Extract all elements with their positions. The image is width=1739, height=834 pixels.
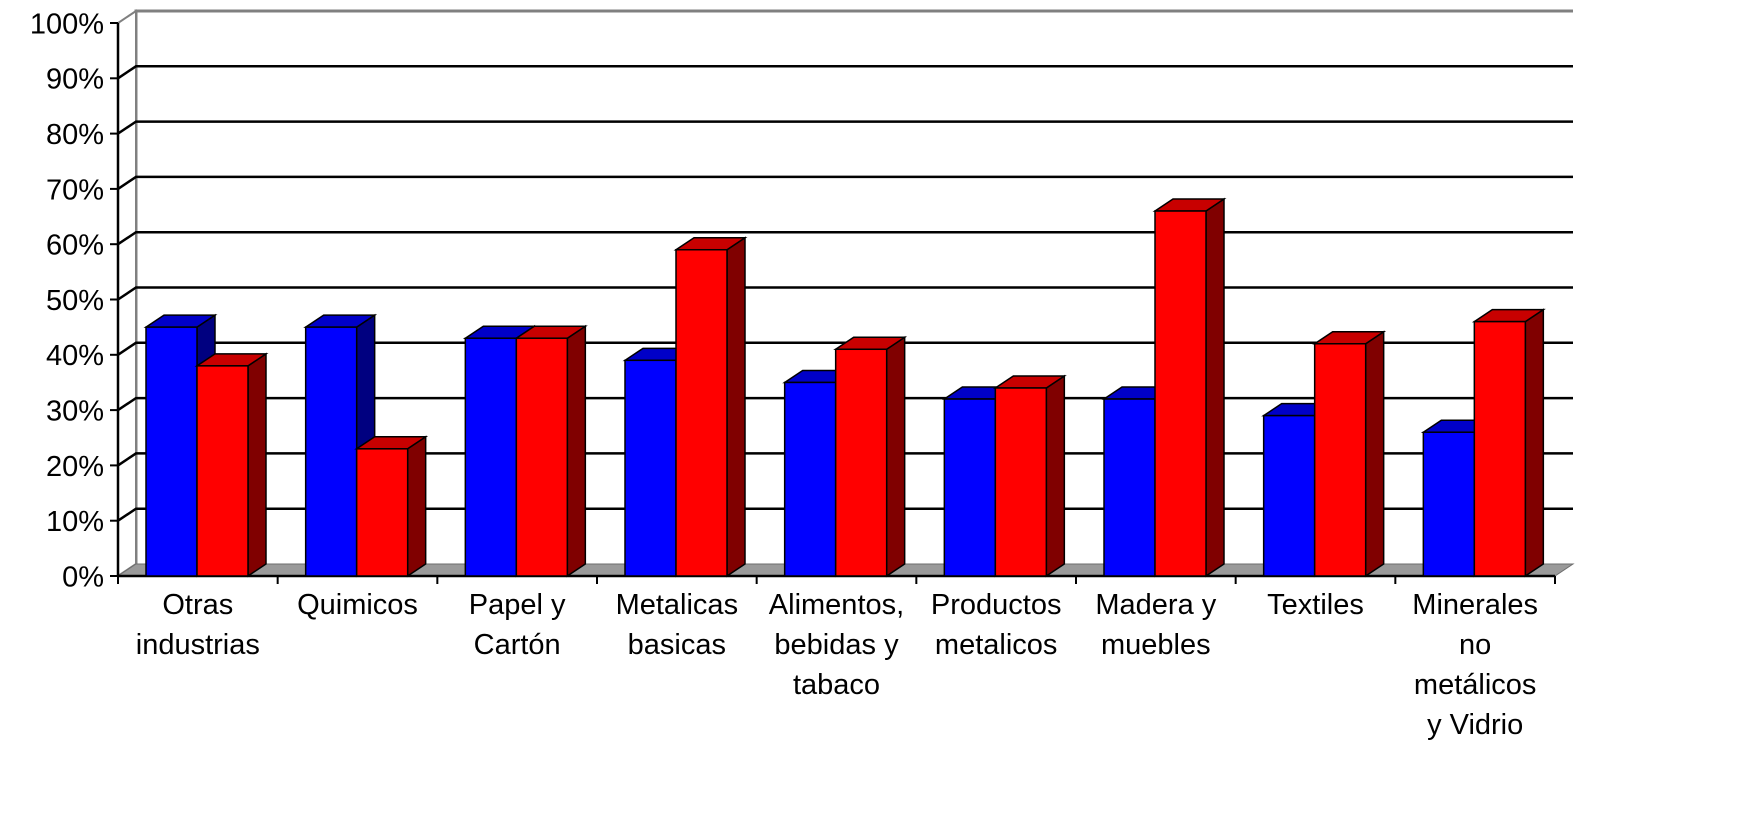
bar-front-face: [515, 337, 569, 577]
x-tick-label-line: metalicos: [935, 629, 1058, 661]
bar-side-face: [566, 324, 587, 578]
x-tick-label: Quimicos: [297, 589, 418, 621]
y-tick-label: 40%: [46, 340, 104, 372]
x-tick-label-line: no: [1459, 629, 1491, 661]
y-tick-label: 20%: [46, 451, 104, 483]
gridline: [117, 120, 1573, 135]
bar: [354, 435, 429, 578]
bar-front-face: [355, 448, 409, 577]
gridline: [117, 286, 1573, 301]
x-tick-label-line: Otras: [162, 589, 233, 621]
bar-front-face: [304, 326, 358, 577]
bar: [1471, 308, 1546, 578]
gridline: [117, 65, 1573, 80]
y-tick-label: 30%: [46, 396, 104, 428]
y-tick-label: 90%: [46, 64, 104, 96]
x-tick-label-line: Quimicos: [297, 589, 418, 621]
gridline: [117, 396, 1573, 412]
y-tick-label: 0%: [62, 561, 104, 593]
x-tick-label-line: Madera y: [1095, 589, 1216, 621]
x-tick-label: Alimentos, bebidas y tabaco: [769, 589, 904, 701]
x-tick-label-line: Cartón: [474, 629, 561, 661]
bar-front-face: [1313, 342, 1367, 577]
x-tick-label-line: metálicos: [1414, 669, 1537, 701]
bar: [513, 324, 588, 578]
bar-front-face: [1473, 320, 1527, 577]
bar: [194, 352, 269, 578]
bar-group: [1420, 308, 1546, 578]
bar: [1312, 330, 1387, 578]
gridline: [117, 175, 1573, 190]
bar-side-face: [726, 236, 746, 578]
x-axis-category-labels: Otras industrias Quimicos Papel y Cartón Meta…: [136, 589, 1538, 741]
bar-front-face: [196, 365, 249, 577]
bar-group: [622, 236, 748, 578]
x-tick-label-line: bebidas y: [774, 629, 899, 661]
bar-group: [1261, 330, 1387, 578]
bar-side-face: [1524, 308, 1545, 578]
bar-front-face: [994, 387, 1048, 577]
y-tick-label: 50%: [46, 285, 104, 317]
bar-front-face: [624, 359, 677, 577]
bar-side-face: [1045, 374, 1066, 578]
x-tick-label: Textiles: [1267, 589, 1364, 621]
y-tick-label: 10%: [46, 506, 104, 538]
bar-front-face: [675, 248, 728, 577]
x-tick-label-line: basicas: [628, 629, 726, 661]
bar-side-face: [885, 335, 906, 578]
bar-side-face: [1205, 197, 1225, 578]
bar-group: [143, 313, 269, 578]
x-tick-label-line: industrias: [136, 629, 260, 661]
x-tick-label: Papel y Cartón: [469, 589, 566, 661]
bar-group: [782, 335, 908, 578]
bar-side-face: [1364, 330, 1385, 578]
gridlines: [117, 65, 1573, 522]
y-tick-label: 80%: [46, 119, 104, 151]
x-tick-label: Otras industrias: [136, 589, 260, 661]
gridline: [117, 341, 1573, 356]
bar-front-face: [1262, 414, 1316, 577]
bar-group: [462, 324, 588, 578]
bar-group: [1101, 197, 1227, 578]
bar-front-face: [1154, 210, 1207, 577]
gridline: [117, 507, 1573, 522]
x-tick-label: Productos metalicos: [931, 589, 1062, 661]
x-tick-label: Minerales no metálicos y Vidrio: [1412, 589, 1538, 741]
bar: [1152, 197, 1227, 578]
x-tick-label-line: Papel y: [469, 589, 566, 621]
y-tick-label: 60%: [46, 230, 104, 262]
x-tick-label-line: tabaco: [793, 669, 880, 701]
gridline: [117, 230, 1573, 246]
y-tick-label: 100%: [30, 8, 104, 40]
x-tick-label: Metalicas basicas: [616, 589, 739, 661]
x-tick-label-line: y Vidrio: [1427, 709, 1523, 741]
bar-group: [303, 313, 429, 578]
x-tick-label-line: muebles: [1101, 629, 1211, 661]
y-axis-tick-labels: 0% 10% 20% 30% 40% 50% 60% 70% 80% 90% 100%: [30, 8, 104, 593]
x-tick-label-line: Productos: [931, 589, 1062, 621]
bar-front-face: [943, 398, 997, 577]
bar-front-face: [834, 348, 888, 577]
bar-front-face: [783, 381, 837, 577]
x-tick-label-line: Alimentos,: [769, 589, 904, 621]
x-tick-label-line: Minerales: [1412, 589, 1538, 621]
gridline: [117, 452, 1573, 467]
bar-front-face: [1103, 398, 1156, 577]
x-tick-label-line: Metalicas: [616, 589, 739, 621]
x-tick-label: Madera y muebles: [1095, 589, 1216, 661]
x-tick-label-line: Textiles: [1267, 589, 1364, 621]
bar: [673, 236, 748, 578]
bar-side-face: [247, 352, 267, 578]
bar-front-face: [145, 326, 198, 577]
bar-front-face: [464, 337, 518, 577]
bar: [992, 374, 1067, 578]
bar-side-face: [406, 435, 427, 578]
bar: [833, 335, 908, 578]
bar-front-face: [1422, 431, 1476, 577]
bar-group: [941, 374, 1067, 578]
bars: [143, 197, 1546, 578]
y-tick-label: 70%: [46, 174, 104, 206]
